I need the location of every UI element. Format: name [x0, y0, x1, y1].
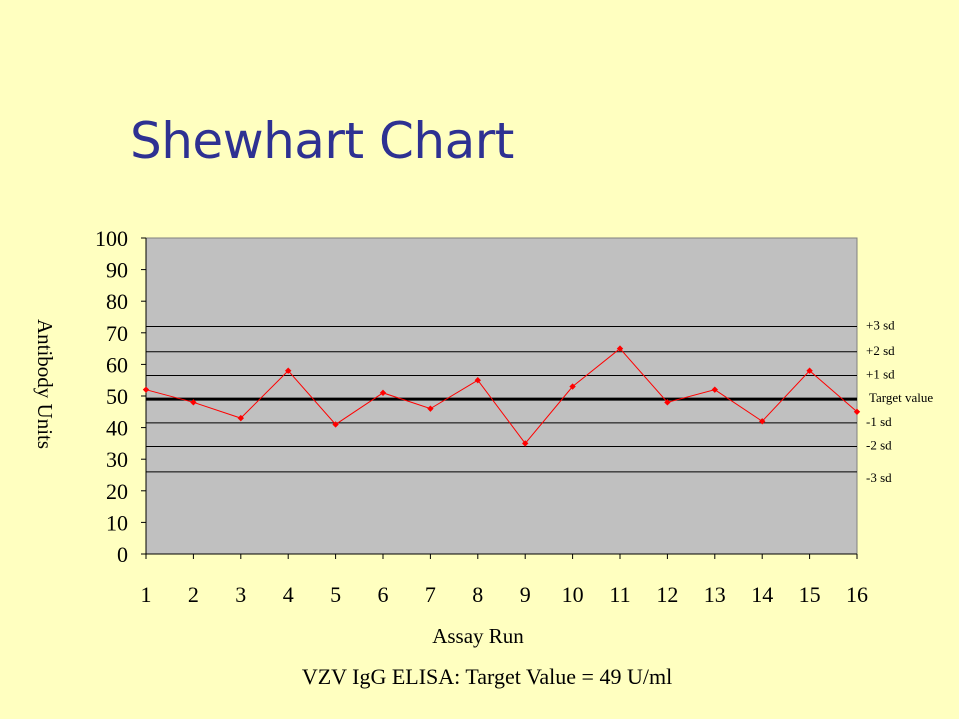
data-point [190, 399, 197, 406]
data-point [853, 408, 861, 415]
x-tick-label: 4 [283, 582, 294, 607]
y-tick-label: 30 [106, 447, 128, 472]
plot-area [145, 237, 858, 555]
y-tick-label: 0 [117, 542, 128, 567]
x-tick-label: 6 [378, 582, 389, 607]
y-tick-label: 80 [106, 289, 128, 314]
y-axis-title: Antibody Units [33, 319, 57, 449]
target-value-label: Target value [869, 390, 933, 405]
x-tick-label: 9 [520, 582, 531, 607]
data-point [379, 389, 387, 397]
limit-label: -1 sd [866, 414, 892, 429]
y-tick-label: 10 [106, 510, 128, 535]
x-tick-label: 15 [799, 582, 821, 607]
data-point [806, 367, 813, 374]
y-tick-label: 20 [106, 479, 128, 504]
data-point [474, 377, 481, 384]
data-point [711, 386, 718, 393]
x-tick-label: 14 [751, 582, 773, 607]
y-tick-label: 40 [106, 416, 128, 441]
data-point [427, 405, 434, 412]
x-tick-label: 13 [704, 582, 726, 607]
x-tick-label: 7 [425, 582, 436, 607]
data-point [759, 418, 766, 425]
limit-label: +3 sd [866, 317, 895, 332]
data-point [285, 367, 292, 374]
slide-title: Shewhart Chart [130, 112, 514, 170]
axis-labels: +3 sd +2 sd +1 sd -1 sd -2 sd -3 sd Target val… [95, 226, 933, 607]
x-tick-label: 8 [472, 582, 483, 607]
y-tick-label: 60 [106, 352, 128, 377]
data-series [142, 345, 861, 447]
x-tick-label: 1 [141, 582, 152, 607]
x-tick-label: 12 [656, 582, 678, 607]
series-line [145, 347, 858, 445]
axes [141, 237, 858, 559]
x-tick-label: 10 [562, 582, 584, 607]
x-tick-label: 11 [609, 582, 630, 607]
x-axis-title: Assay Run [432, 624, 524, 648]
data-point [569, 383, 576, 390]
control-limits [146, 325, 857, 473]
data-point [142, 386, 150, 393]
x-tick-label: 5 [330, 582, 341, 607]
chart-caption: VZV IgG ELISA: Target Value = 49 U/ml [302, 664, 672, 689]
limit-label: -3 sd [866, 470, 892, 485]
limit-label: +2 sd [866, 343, 895, 358]
x-tick-label: 2 [188, 582, 199, 607]
x-tick-label: 16 [846, 582, 868, 607]
data-point [332, 421, 339, 428]
limit-label: +1 sd [866, 366, 895, 381]
limit-label: -2 sd [866, 438, 892, 453]
y-tick-label: 70 [106, 321, 128, 346]
data-point [664, 399, 671, 406]
y-tick-label: 100 [95, 226, 128, 251]
data-point [616, 345, 624, 352]
data-point [522, 440, 529, 447]
x-tick-label: 3 [235, 582, 246, 607]
y-tick-label: 50 [106, 384, 128, 409]
y-tick-label: 90 [106, 258, 128, 283]
data-point [237, 414, 244, 422]
